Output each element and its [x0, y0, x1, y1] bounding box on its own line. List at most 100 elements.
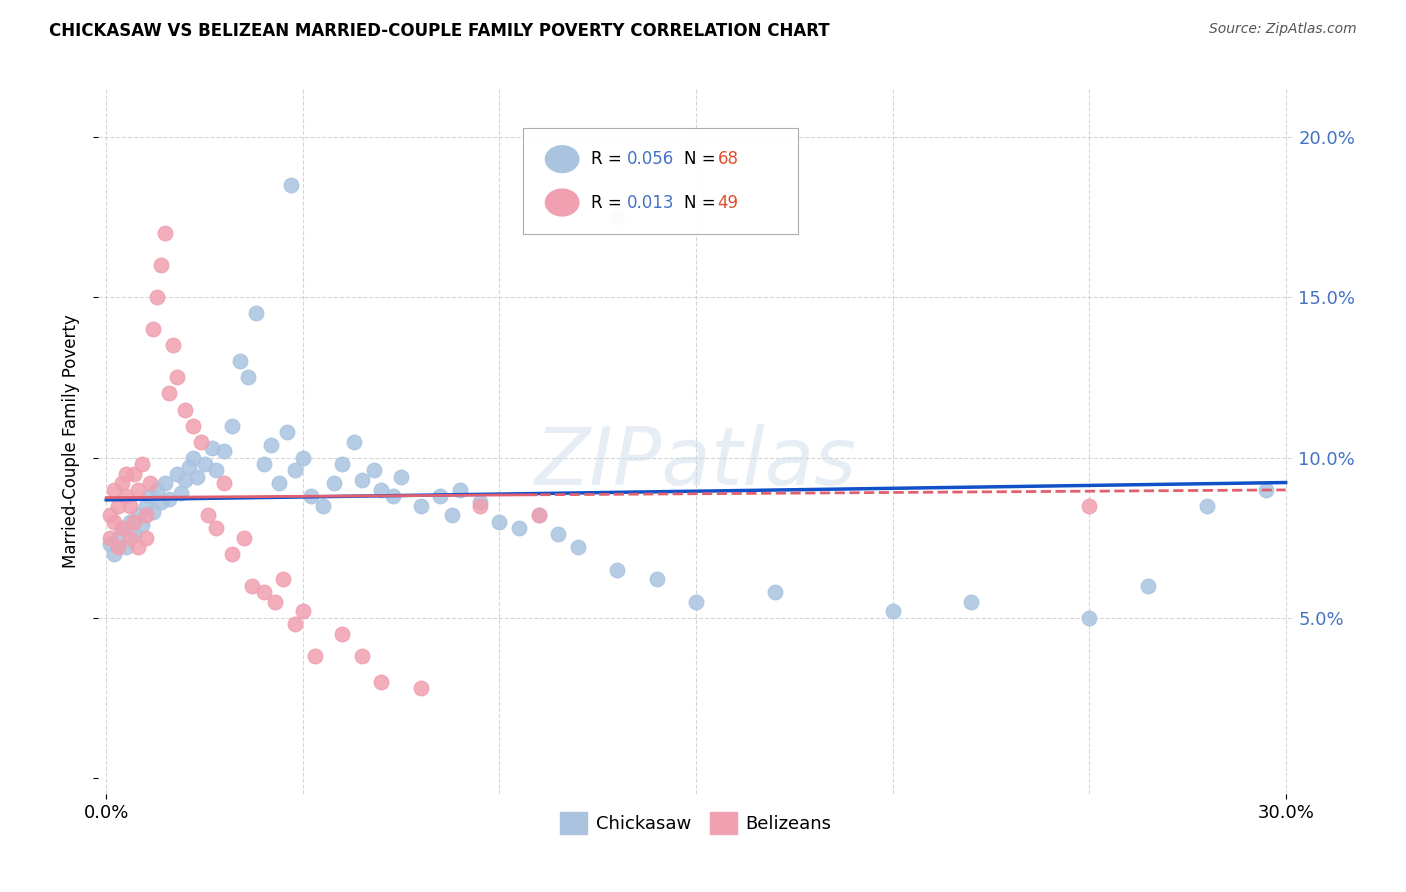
Point [166, 370, 188, 384]
Point [135, 531, 157, 545]
Point [409, 681, 432, 696]
Point [150, 258, 173, 272]
Point [441, 508, 464, 523]
Point [240, 579, 263, 593]
Point [645, 572, 668, 586]
Point [127, 540, 149, 554]
Point [115, 489, 138, 503]
Point [122, 515, 145, 529]
Point [98, 508, 121, 523]
Point [260, 438, 283, 452]
Point [111, 521, 134, 535]
Point [107, 540, 129, 554]
Point [606, 211, 628, 225]
Legend: Chickasaw, Belizeans: Chickasaw, Belizeans [553, 805, 839, 841]
Point [170, 485, 193, 500]
Point [98, 531, 121, 545]
Point [488, 515, 510, 529]
Point [547, 527, 569, 541]
Point [150, 495, 173, 509]
Point [276, 425, 298, 439]
Point [138, 489, 160, 503]
Point [205, 521, 228, 535]
Point [382, 489, 405, 503]
Text: R =: R = [591, 194, 633, 211]
Point [205, 463, 228, 477]
FancyBboxPatch shape [523, 128, 797, 234]
Point [127, 483, 149, 497]
Point [212, 476, 235, 491]
Point [1078, 499, 1101, 513]
Point [429, 489, 451, 503]
Point [280, 178, 302, 193]
Point [157, 492, 180, 507]
Point [236, 370, 259, 384]
Point [174, 402, 197, 417]
Point [229, 354, 252, 368]
Point [370, 674, 392, 689]
Text: N =: N = [685, 194, 721, 211]
Point [330, 457, 353, 471]
Point [122, 467, 145, 481]
Point [291, 450, 314, 465]
Point [291, 604, 314, 618]
Point [284, 463, 307, 477]
Point [882, 604, 904, 618]
Point [323, 476, 346, 491]
Point [103, 515, 125, 529]
Point [271, 572, 294, 586]
Point [177, 460, 200, 475]
Point [155, 476, 177, 491]
Point [162, 338, 184, 352]
Point [252, 585, 274, 599]
Point [142, 505, 165, 519]
Point [146, 290, 169, 304]
Point [343, 434, 366, 449]
Point [221, 418, 243, 433]
Point [118, 515, 141, 529]
Point [157, 386, 180, 401]
Point [118, 499, 141, 513]
Point [103, 483, 125, 497]
Text: 49: 49 [717, 194, 738, 211]
Point [468, 495, 491, 509]
Point [567, 540, 589, 554]
Point [190, 434, 212, 449]
Point [111, 521, 134, 535]
Point [763, 585, 786, 599]
Point [181, 418, 204, 433]
Point [135, 508, 157, 523]
Point [363, 463, 385, 477]
Point [201, 441, 224, 455]
Point [468, 499, 491, 513]
Point [135, 499, 157, 513]
Text: N =: N = [685, 150, 721, 168]
Point [103, 547, 125, 561]
Point [166, 467, 188, 481]
Point [197, 508, 219, 523]
Point [245, 306, 267, 320]
Point [1137, 579, 1160, 593]
Point [527, 508, 550, 523]
Point [98, 537, 121, 551]
Point [1254, 483, 1277, 497]
Point [155, 227, 177, 241]
Point [181, 450, 204, 465]
Point [1078, 610, 1101, 624]
Point [370, 483, 392, 497]
Point [1195, 499, 1218, 513]
Point [449, 483, 471, 497]
Point [131, 457, 153, 471]
Point [142, 322, 165, 336]
Point [304, 649, 326, 664]
Point [299, 489, 322, 503]
Point [606, 563, 628, 577]
Point [232, 531, 254, 545]
Point [284, 617, 307, 632]
Point [685, 595, 707, 609]
Point [350, 649, 373, 664]
Point [212, 444, 235, 458]
Point [389, 469, 412, 483]
Point [115, 540, 138, 554]
Text: CHICKASAW VS BELIZEAN MARRIED-COUPLE FAMILY POVERTY CORRELATION CHART: CHICKASAW VS BELIZEAN MARRIED-COUPLE FAM… [49, 22, 830, 40]
